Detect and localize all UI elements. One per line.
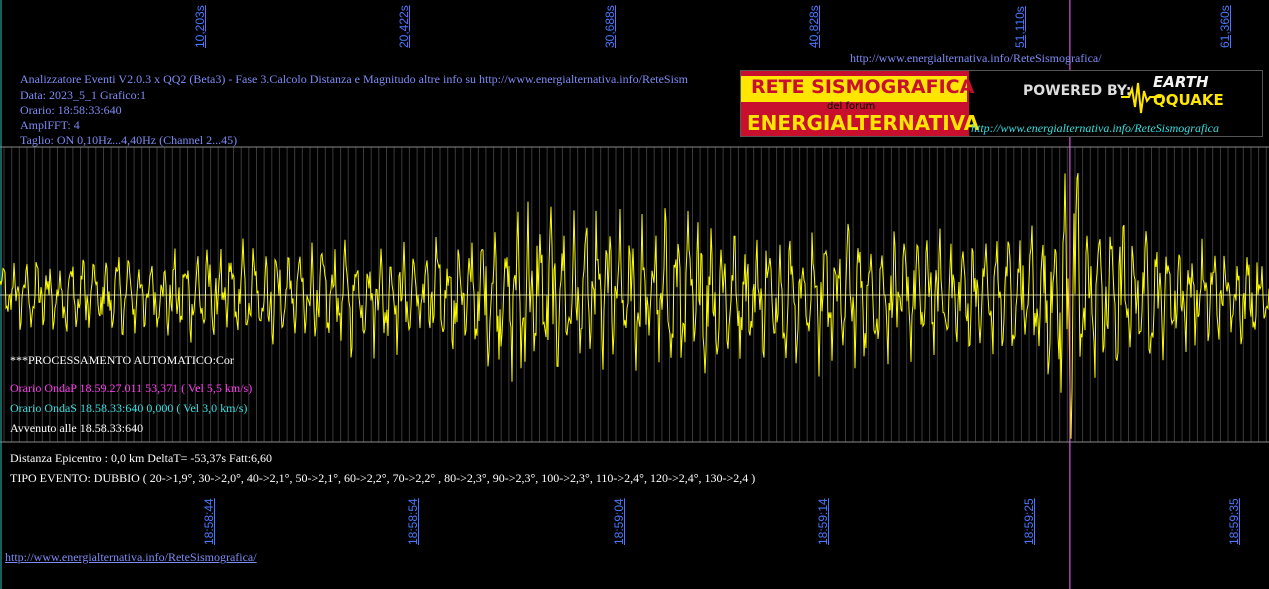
analyzer-title: Analizzatore Eventi V2.0.3 x QQ2 (Beta3)…: [20, 72, 688, 86]
bottom-tick-label: 18:58:44: [201, 498, 216, 545]
s-wave-time: Orario OndaS 18.58.33:640 0,000 ( Vel 3,…: [10, 401, 248, 415]
footer-url[interactable]: http://www.energialternativa.info/ReteSi…: [5, 550, 257, 564]
top-tick-label: 61,360s: [1218, 5, 1233, 48]
qquake-logo-text: QQUAKE: [1153, 91, 1224, 109]
bottom-tick-label: 18:58:54: [406, 498, 421, 545]
processing-status: ***PROCESSAMENTO AUTOMATICO:Cor: [10, 353, 234, 367]
p-wave-time: Orario OndaP 18.59.27.011 53,371 ( Vel 5…: [10, 381, 253, 395]
event-time: Avvenuto alle 18.58.33:640: [10, 421, 144, 435]
banner-url[interactable]: http://www.energialternativa.info/ReteSi…: [971, 121, 1219, 135]
date-label: Data: 2023_5_1 Grafico:1: [20, 88, 146, 102]
time-label: Orario: 18:58:33:640: [20, 103, 122, 117]
bottom-tick-label: 18:59:35: [1227, 498, 1242, 545]
banner-forum-name: ENERGIALTERNATIVA: [747, 111, 980, 135]
epicenter-distance: Distanza Epicentro : 0,0 km DeltaT= -53,…: [10, 451, 273, 465]
event-type: TIPO EVENTO: DUBBIO ( 20->1,9°, 30->2,0°…: [10, 471, 756, 485]
top-tick-label: 10,203s: [192, 5, 207, 48]
bottom-tick-label: 18:59:25: [1021, 498, 1036, 545]
top-url[interactable]: http://www.energialternativa.info/ReteSi…: [850, 51, 1102, 65]
top-tick-label: 40,828s: [806, 5, 821, 48]
seismic-trace: [0, 173, 1269, 439]
banner-title: RETE SISMOGRAFICA: [751, 76, 975, 98]
top-tick-label: 20,422s: [397, 5, 412, 48]
top-tick-label: 51,110s: [1012, 6, 1027, 48]
seismograph-logo-icon: [1121, 82, 1161, 114]
filter-label: Taglio: ON 0,10Hz...4,40Hz (Channel 2...…: [20, 133, 238, 147]
rete-sismografica-banner: RETE SISMOGRAFICA del forum ENERGIALTERN…: [740, 70, 1263, 137]
bottom-tick-label: 18:59:04: [612, 498, 627, 545]
banner-subtitle: del forum: [827, 101, 876, 112]
amplfft-label: AmplFFT: 4: [20, 118, 80, 132]
bottom-tick-label: 18:59:14: [815, 498, 830, 545]
powered-by-label: POWERED BY:: [1023, 83, 1132, 99]
top-tick-label: 30,688s: [603, 5, 618, 48]
banner-flag: [741, 71, 969, 136]
earth-logo-text: EARTH: [1153, 73, 1209, 91]
